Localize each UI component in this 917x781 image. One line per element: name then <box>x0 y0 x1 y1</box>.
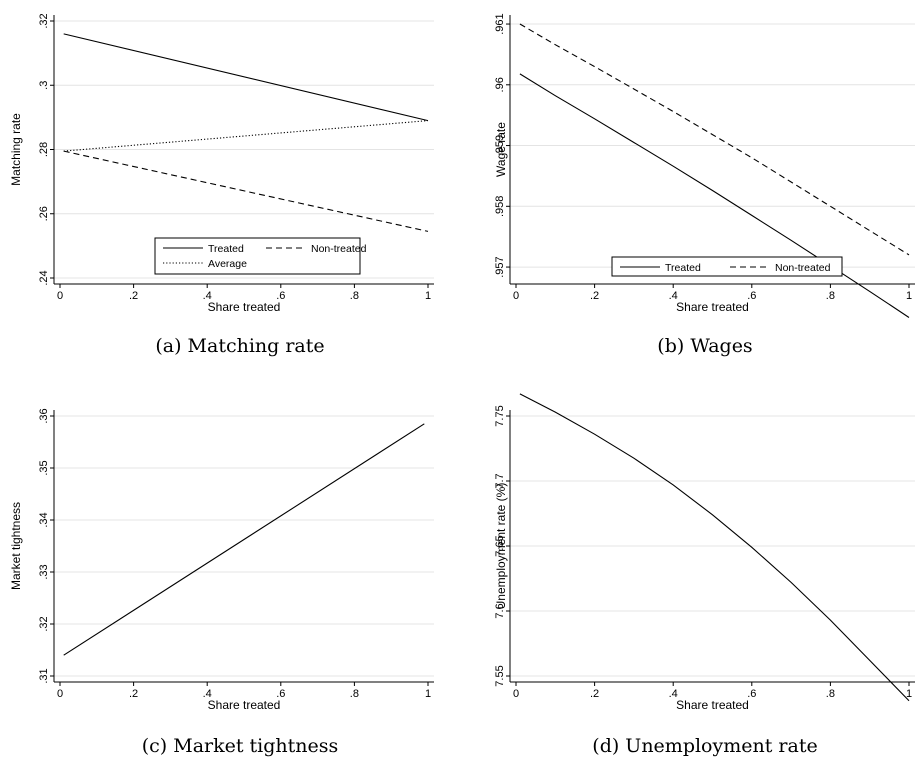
legend-label: Non-treated <box>311 243 367 255</box>
y-tick-label: .36 <box>38 408 50 423</box>
y-tick-label: 7.55 <box>494 665 506 686</box>
series-line-non-treated <box>63 150 429 232</box>
x-tick-label: 0 <box>513 688 519 700</box>
y-tick-label: 7.7 <box>494 473 506 488</box>
y-tick-label: 7.75 <box>494 405 506 426</box>
series-line-main <box>519 393 910 702</box>
y-tick-label: .961 <box>494 13 506 34</box>
x-axis-title: Share treated <box>208 698 281 712</box>
legend: Treated Non-treated Average <box>154 237 367 275</box>
y-tick-label: .24 <box>38 270 50 285</box>
x-tick-label: 1 <box>906 290 912 302</box>
x-tick-label: .6 <box>747 290 756 302</box>
y-tick-label: .958 <box>494 196 506 217</box>
series-line-non-treated <box>519 23 910 256</box>
series-line-main <box>63 423 425 656</box>
x-tick-label: .2 <box>129 688 138 700</box>
y-tick-label: .31 <box>38 668 50 683</box>
y-tick-label: .32 <box>38 13 50 28</box>
y-tick-label: .957 <box>494 256 506 277</box>
y-tick-label: .28 <box>38 142 50 157</box>
legend: Treated Non-treated <box>611 256 843 277</box>
x-tick-label: .2 <box>590 290 599 302</box>
x-tick-label: .6 <box>276 290 285 302</box>
legend-label: Treated <box>665 262 701 274</box>
y-tick-label: .35 <box>38 460 50 475</box>
y-tick-label: 7.65 <box>494 535 506 556</box>
legend-label: Average <box>208 258 247 270</box>
x-tick-label: .4 <box>203 688 212 700</box>
x-tick-label: .4 <box>203 290 212 302</box>
y-tick-label: .3 <box>38 81 50 90</box>
series-line-treated <box>63 33 429 122</box>
series-line-treated <box>519 73 910 318</box>
legend-box <box>611 256 843 277</box>
x-tick-label: .2 <box>590 688 599 700</box>
x-axis-title: Share treated <box>676 698 749 712</box>
panel-caption: (d) Unemployment rate <box>592 735 817 757</box>
series-line-average <box>63 120 429 152</box>
x-tick-label: .8 <box>826 290 835 302</box>
chart-panel-c: .31 .32 .33 .34 .35 .36 0 .2 .4 .6 .8 1 Share treate… <box>9 408 434 757</box>
y-axis-title: Wage rate <box>494 122 508 177</box>
x-tick-label: 0 <box>513 290 519 302</box>
x-tick-label: .8 <box>826 688 835 700</box>
chart-panel-b: .957 .958 .959 .96 .961 0 .2 .4 .6 .8 1 Share treat… <box>494 13 915 357</box>
legend-label: Non-treated <box>775 262 831 274</box>
y-tick-label: .32 <box>38 616 50 631</box>
y-axis-title: Matching rate <box>9 113 23 186</box>
panel-caption: (c) Market tightness <box>142 735 339 757</box>
x-tick-label: .8 <box>350 688 359 700</box>
chart-panel-d: 7.55 7.6 7.65 7.7 7.75 0 .2 .4 .6 .8 1 Share treate… <box>494 393 915 757</box>
x-axis-title: Share treated <box>676 300 749 314</box>
y-tick-label: 7.6 <box>494 603 506 618</box>
x-tick-label: 0 <box>57 688 63 700</box>
y-tick-label: .959 <box>494 135 506 156</box>
x-tick-label: 1 <box>425 290 431 302</box>
legend-label: Treated <box>208 243 244 255</box>
y-axis-title: Market tightness <box>9 502 23 590</box>
x-tick-label: .4 <box>669 688 678 700</box>
y-axis-title: Unemployment rate (%) <box>494 483 508 610</box>
x-tick-label: 0 <box>57 290 63 302</box>
y-tick-label: .33 <box>38 564 50 579</box>
x-tick-label: .6 <box>747 688 756 700</box>
chart-panel-a: .24 .26 .28 .3 .32 0 .2 .4 .6 .8 1 Share treated Mat… <box>9 13 434 357</box>
x-tick-label: 1 <box>906 688 912 700</box>
x-tick-label: .2 <box>129 290 138 302</box>
x-axis-title: Share treated <box>208 300 281 314</box>
y-tick-label: .34 <box>38 512 50 527</box>
x-tick-label: 1 <box>425 688 431 700</box>
y-tick-label: .96 <box>494 77 506 92</box>
y-tick-label: .26 <box>38 206 50 221</box>
x-tick-label: .8 <box>350 290 359 302</box>
legend-box <box>154 237 361 275</box>
panel-caption: (b) Wages <box>657 335 752 357</box>
x-tick-label: .6 <box>276 688 285 700</box>
x-tick-label: .4 <box>669 290 678 302</box>
panel-caption: (a) Matching rate <box>155 335 324 357</box>
